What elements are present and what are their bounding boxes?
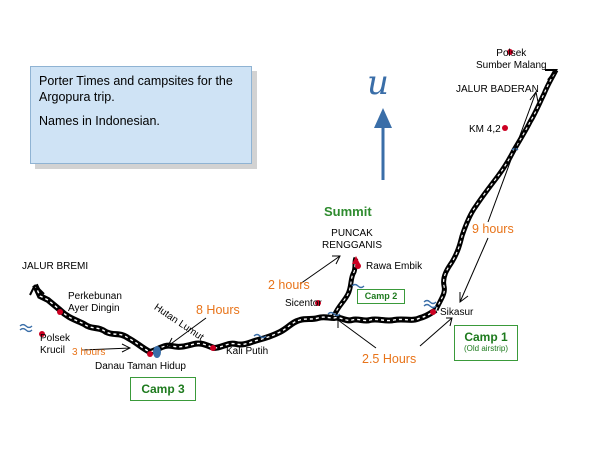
label-sikasur: Sikasur	[440, 307, 474, 318]
trail-to-summit	[331, 256, 359, 318]
time-2-hours: 2 hours	[268, 278, 310, 292]
label-jalur-baderan: JALUR BADERAN	[456, 84, 539, 95]
time-3-hours: 3 hours	[72, 347, 106, 358]
label-km-42: KM 4,2	[469, 124, 501, 135]
camp-2-label: Camp 2	[364, 291, 398, 301]
north-label: u	[367, 63, 389, 103]
label-jalur-bremi: JALUR BREMI	[22, 261, 89, 272]
label-polsek-krucil: Polsek Krucil	[40, 333, 71, 356]
camp-1-box: Camp 1 (Old airstrip)	[454, 325, 518, 361]
time-8-hours: 8 Hours	[196, 303, 240, 317]
label-danau-taman-hidup: Danau Taman Hidup	[95, 361, 186, 372]
label-puncak-rengganis: PUNCAK RENGGANIS	[322, 228, 383, 251]
camp-1-note: (Old airstrip)	[463, 344, 508, 353]
time-9-hours: 9 hours	[472, 222, 514, 236]
time-connectors	[81, 90, 539, 353]
label-rawa-embik: Rawa Embik	[366, 261, 423, 272]
north-arrow-icon	[374, 108, 392, 180]
label-sicentor: Sicentor	[285, 298, 322, 309]
camp-1-label: Camp 1	[464, 330, 508, 344]
poi-markers	[39, 49, 513, 357]
camp-3-label: Camp 3	[141, 382, 185, 396]
time-2-5-hours: 2.5 Hours	[362, 352, 417, 366]
info-line-1: Porter Times and campsites for the Argop…	[39, 74, 233, 104]
info-line-2: Names in Indonesian.	[39, 114, 160, 128]
camp-2-box: Camp 2	[357, 289, 405, 304]
camp-3-box: Camp 3	[130, 377, 196, 401]
label-kali-putih: Kali Putih	[226, 346, 269, 357]
info-box: Porter Times and campsites for the Argop…	[30, 66, 252, 164]
water-icons	[19, 147, 519, 339]
label-polsek-sumber-malang: Polsek Sumber Malang	[476, 48, 547, 71]
summit-marker-icon	[352, 256, 360, 264]
label-perkebunan: Perkebunan Ayer Dingin	[68, 291, 122, 314]
label-summit: Summit	[324, 204, 372, 219]
lake-icon	[153, 346, 161, 358]
